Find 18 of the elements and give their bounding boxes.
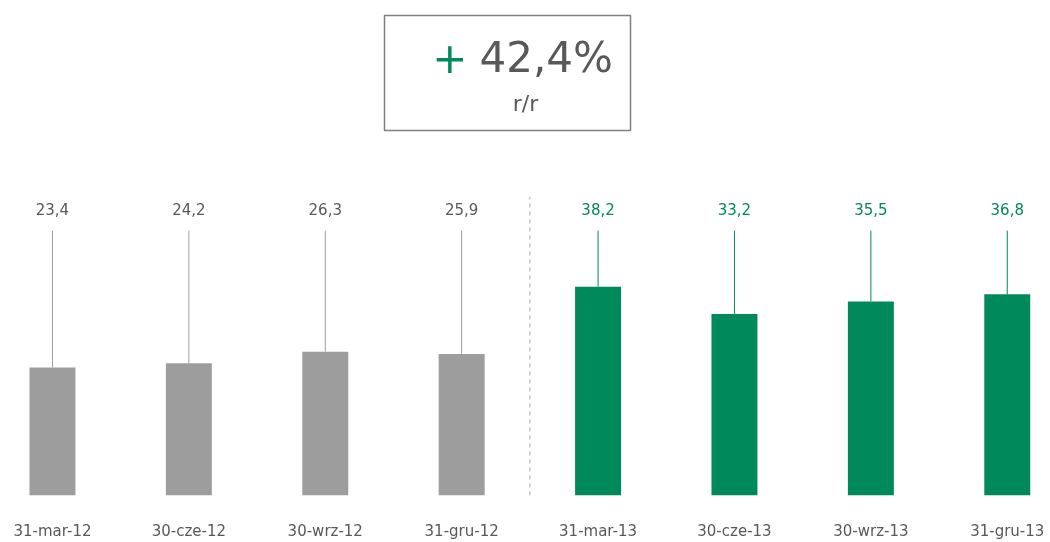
x-tick-label: 31-mar-13 [559,521,638,540]
x-tick-label: 30-cze-12 [151,521,227,540]
data-label: 36,8 [990,200,1024,219]
data-label: 35,5 [854,200,888,219]
data-label: 24,2 [172,200,206,219]
text: r/r [512,91,540,117]
data-label: 38,2 [581,200,615,219]
data-label: 23,4 [35,200,70,219]
data-label: 33,2 [717,200,752,219]
text: + 42,4% [432,32,613,83]
x-tick-label: 30-cze-13 [697,521,772,540]
x-tick-label: 31-gru-12 [424,521,499,540]
x-tick-label: 30-wrz-13 [833,521,909,540]
x-tick-label: 30-wrz-12 [287,521,363,540]
x-tick-label: 31-gru-13 [970,521,1045,540]
x-tick-label: 31-mar-12 [13,521,92,540]
data-label: 25,9 [444,200,479,219]
data-label: 26,3 [308,200,342,219]
